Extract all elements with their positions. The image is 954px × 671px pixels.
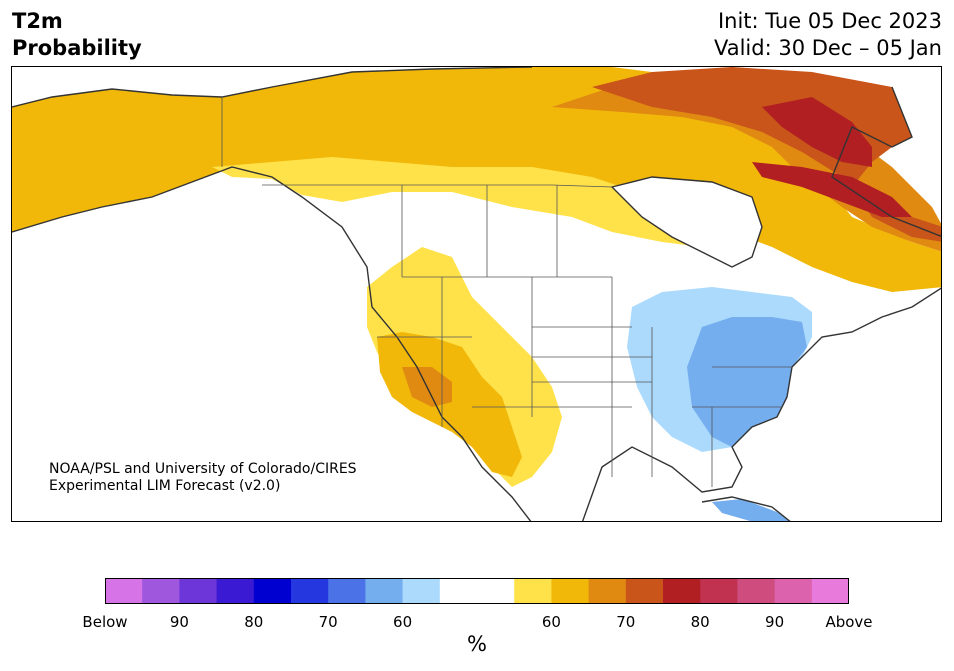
variable-label: T2m [12,9,63,33]
colorbar-swatch-3 [216,578,255,604]
colorbar-tick-label: Below [82,613,128,631]
shade-blue-east [687,317,807,447]
shade-blue-cuba [712,499,790,521]
product-label: Probability [12,36,142,60]
colorbar-unit: % [467,632,487,656]
shade-red-labrador [762,97,872,167]
colorbar-swatch-19 [811,578,849,604]
colorbar-tick-label: Above [825,613,873,631]
colorbar-swatch-16 [700,578,738,604]
colorbar-swatch-7 [365,578,404,604]
colorbar-swatch-11 [514,578,552,604]
credit-line-1: NOAA/PSL and University of Colorado/CIRE… [49,461,357,477]
colorbar-swatch-14 [625,578,664,604]
colorbar-swatch-4 [253,578,292,604]
colorbar-swatch-13 [588,578,627,604]
map-canvas [12,67,941,521]
colorbar-swatch-8 [402,578,441,604]
probability-map [11,66,942,522]
colorbar-tick-label: 90 [765,613,785,631]
shade-white-hudson [612,177,762,267]
colorbar-tick-label: 70 [318,613,338,631]
colorbar-swatch-18 [774,578,813,604]
colorbar [105,578,849,604]
colorbar-swatch-9 [439,578,478,604]
hudson-bay-coast [610,176,763,268]
colorbar-swatch-1 [142,578,180,604]
credit-text: NOAA/PSL and University of Colorado/CIRE… [49,461,357,495]
colorbar-swatch-10 [477,578,515,604]
colorbar-swatch-12 [551,578,590,604]
credit-line-2: Experimental LIM Forecast (v2.0) [49,478,281,494]
colorbar-border [105,578,849,604]
colorbar-swatch-6 [328,578,366,604]
colorbar-swatch-15 [663,578,701,604]
colorbar-tick-label: 70 [616,613,636,631]
colorbar-tick-label: 60 [541,613,561,631]
colorbar-tick-label: 90 [169,613,189,631]
shade-lightyellow-north [212,157,712,247]
state-province-borders [221,97,792,487]
init-date: Init: Tue 05 Dec 2023 [717,9,942,33]
map-title: T2m Probability [12,8,142,62]
colorbar-swatch-0 [105,578,143,604]
colorbar-tick-label: 80 [244,613,264,631]
shade-darkorange-ne [592,67,941,242]
colorbar-swatch-17 [737,578,776,604]
colorbar-tick-label: 60 [393,613,413,631]
colorbar-swatch-2 [179,578,218,604]
shade-orange-ne [552,77,941,252]
colorbar-canvas [105,578,849,604]
colorbar-swatch-5 [291,578,329,604]
valid-date: Valid: 30 Dec – 05 Jan [713,36,942,60]
forecast-dates: Init: Tue 05 Dec 2023 Valid: 30 Dec – 05… [714,8,942,62]
colorbar-tick-label: 80 [690,613,710,631]
shade-yellow-north [12,67,941,292]
cuba-coast [701,496,791,521]
